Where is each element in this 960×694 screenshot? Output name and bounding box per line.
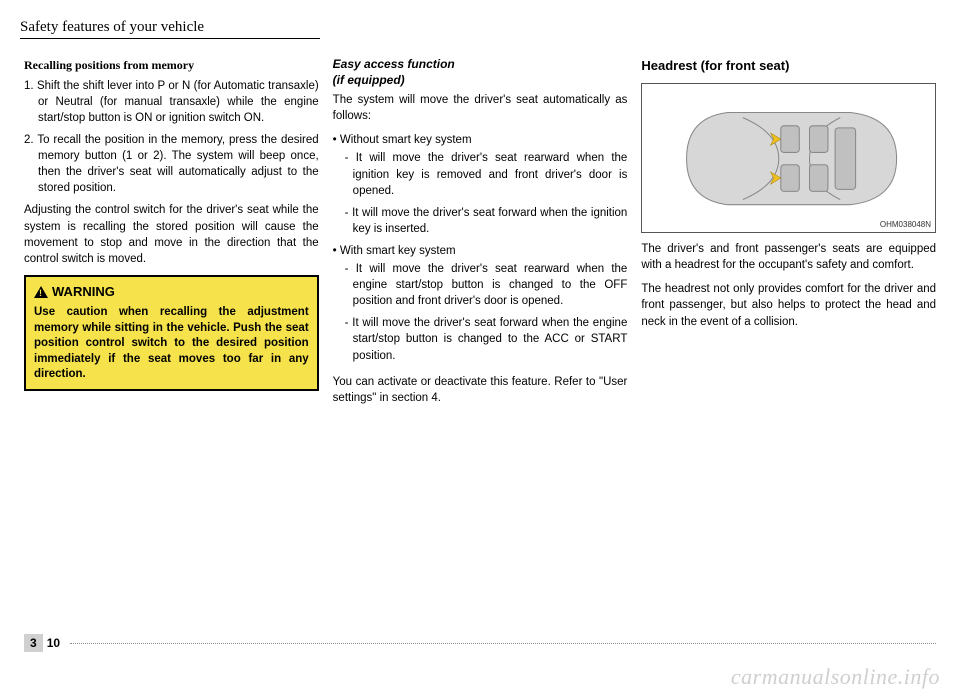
content-columns: Recalling positions from memory 1. Shift… <box>20 57 940 414</box>
footer-page-number: 10 <box>43 634 64 652</box>
warning-title-row: WARNING <box>34 283 309 301</box>
warning-box: WARNING Use caution when recalling the a… <box>24 275 319 391</box>
watermark-text: carmanualsonline.info <box>731 664 940 690</box>
chapter-title: Safety features of your vehicle <box>20 19 204 35</box>
column-1: Recalling positions from memory 1. Shift… <box>24 57 319 414</box>
col3-subhead: Headrest (for front seat) <box>641 57 936 75</box>
warning-title: WARNING <box>52 283 115 301</box>
col1-subhead: Recalling positions from memory <box>24 57 319 74</box>
col2-b2-dash2: - It will move the driver's seat forward… <box>333 315 628 363</box>
col2-para2: You can activate or deactivate this feat… <box>333 374 628 406</box>
car-top-view-icon <box>650 92 928 225</box>
col2-subhead-line2: (if equipped) <box>333 73 405 87</box>
column-2: Easy access function (if equipped) The s… <box>333 57 628 414</box>
page-footer: 3 10 <box>24 634 936 652</box>
col2-bullet2: • With smart key system <box>333 243 628 259</box>
col1-item1: 1. Shift the shift lever into P or N (fo… <box>24 78 319 126</box>
col2-bullet1: • Without smart key system <box>333 132 628 148</box>
header-rule: Safety features of your vehicle <box>20 18 320 39</box>
warning-triangle-icon <box>34 286 48 298</box>
headrest-figure: OHM038048N <box>641 83 936 233</box>
col2-subhead-line1: Easy access function <box>333 57 455 71</box>
footer-dotted-line <box>70 643 936 644</box>
col3-para1: The driver's and front passenger's seats… <box>641 241 936 273</box>
col2-subhead: Easy access function (if equipped) <box>333 57 628 88</box>
footer-chapter: 3 <box>24 634 43 652</box>
col1-paragraph: Adjusting the control switch for the dri… <box>24 202 319 266</box>
column-3: Headrest (for front seat) OHM038048 <box>641 57 936 414</box>
figure-label: OHM038048N <box>880 219 931 230</box>
col2-b1-dash2: - It will move the driver's seat forward… <box>333 205 628 237</box>
col2-b2-dash1: - It will move the driver's seat rearwar… <box>333 261 628 309</box>
col1-item2: 2. To recall the position in the memory,… <box>24 132 319 196</box>
col2-b1-dash1: - It will move the driver's seat rearwar… <box>333 150 628 198</box>
col2-para1: The system will move the driver's seat a… <box>333 92 628 124</box>
col3-para2: The headrest not only provides comfort f… <box>641 281 936 329</box>
warning-text: Use caution when recalling the adjustmen… <box>34 305 309 383</box>
